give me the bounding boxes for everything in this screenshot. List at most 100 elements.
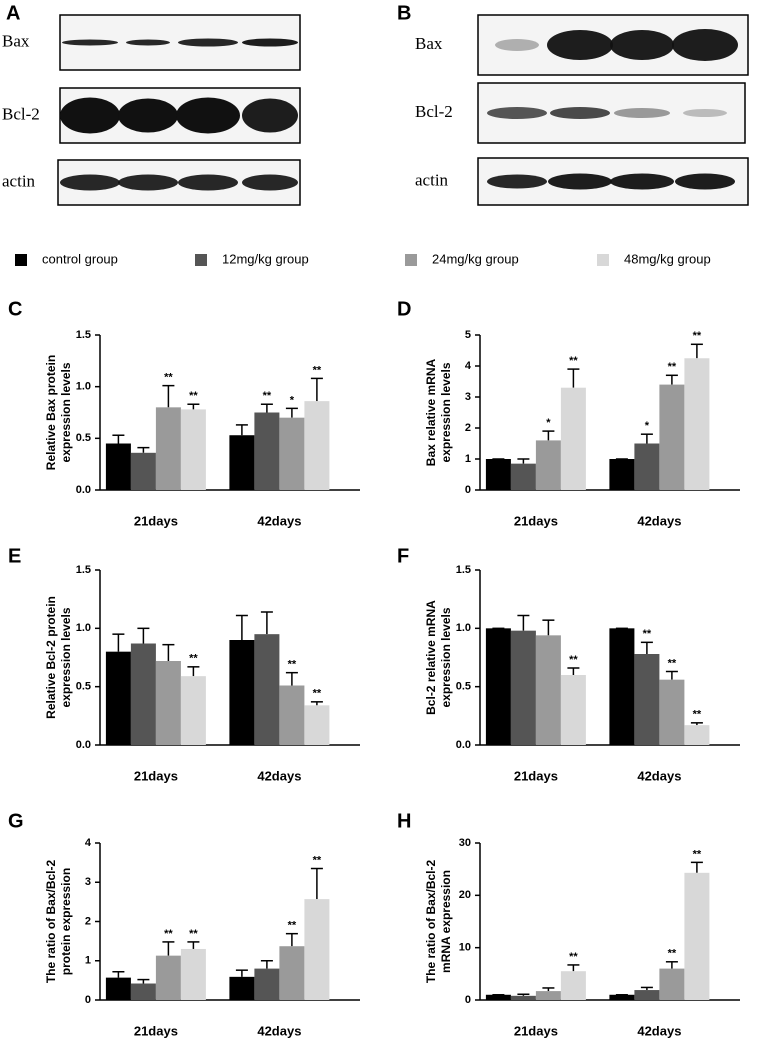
significance: ** (693, 330, 702, 342)
blot-band (118, 174, 178, 191)
panel-label: F (397, 545, 409, 567)
significance: ** (668, 657, 677, 669)
blot-band (547, 30, 613, 60)
bar (659, 384, 685, 490)
y-tick-label: 3 (465, 391, 471, 403)
bar (485, 994, 511, 1000)
legend-label: 24mg/kg group (432, 251, 519, 266)
bar (634, 443, 660, 490)
bar (279, 417, 305, 490)
blot-band (683, 109, 727, 117)
y-tick-label: 1.5 (76, 564, 91, 576)
y-axis-label-line: expression levels (439, 362, 453, 462)
y-tick-label: 30 (459, 837, 471, 849)
y-tick-label: 1.5 (456, 564, 471, 576)
x-tick-label: 42days (637, 1023, 681, 1038)
significance: ** (668, 361, 677, 373)
legend-swatch (15, 254, 27, 266)
y-axis-label-line: Bax relative mRNA (424, 358, 438, 466)
blot-band (176, 97, 240, 134)
y-tick-label: 10 (459, 942, 471, 954)
bar (155, 661, 181, 745)
bar (535, 440, 561, 490)
significance: ** (189, 390, 198, 402)
panel-label: H (397, 810, 411, 832)
bar (279, 685, 305, 745)
bar (684, 358, 710, 490)
significance: ** (288, 659, 297, 671)
blot-band (118, 98, 178, 133)
bar (535, 635, 561, 745)
significance: * (290, 394, 295, 406)
bar (659, 968, 685, 1000)
bar (510, 995, 536, 1000)
blot-label: Bcl-2 (2, 104, 40, 123)
bar (229, 976, 255, 1000)
significance: ** (313, 854, 322, 866)
y-tick-label: 3 (85, 876, 91, 888)
blot-band (487, 174, 547, 189)
x-tick-label: 21days (514, 768, 558, 783)
x-tick-label: 21days (514, 513, 558, 528)
blot-band (60, 174, 120, 191)
significance: ** (569, 654, 578, 666)
x-tick-label: 21days (134, 513, 178, 528)
significance: ** (643, 628, 652, 640)
blot-band (62, 39, 118, 46)
legend-swatch (597, 254, 609, 266)
bar (304, 401, 330, 490)
significance: * (546, 417, 551, 429)
significance: ** (288, 920, 297, 932)
significance: ** (189, 928, 198, 940)
y-tick-label: 0 (85, 994, 91, 1006)
bar (535, 991, 561, 1000)
blot-band (610, 30, 674, 60)
x-tick-label: 21days (134, 1023, 178, 1038)
y-axis-label-line: The ratio of Bax/Bcl-2 (44, 859, 58, 983)
y-axis-label: Relative Bax proteinexpression levels (44, 355, 73, 470)
y-axis-label-line: The ratio of Bax/Bcl-2 (424, 859, 438, 983)
y-tick-label: 0.5 (76, 432, 91, 444)
y-axis-label-line: Bcl-2 relative mRNA (424, 600, 438, 715)
y-tick-label: 0 (465, 484, 471, 496)
y-tick-label: 0.5 (456, 681, 471, 693)
y-tick-label: 4 (465, 360, 472, 372)
y-tick-label: 2 (85, 915, 91, 927)
significance: ** (263, 390, 272, 402)
bar (560, 675, 586, 745)
y-tick-label: 5 (465, 329, 471, 341)
y-tick-label: 0.0 (76, 739, 91, 751)
y-tick-label: 1.0 (76, 381, 91, 393)
bar (229, 435, 255, 490)
blot-label: Bax (415, 34, 443, 53)
x-tick-label: 21days (514, 1023, 558, 1038)
significance: ** (569, 355, 578, 367)
blot-label: Bax (2, 31, 30, 50)
bar (304, 899, 330, 1000)
panel-label: B (397, 2, 411, 24)
bar (130, 452, 156, 490)
bar (659, 679, 685, 745)
significance: ** (313, 364, 322, 376)
y-axis-label-line: protein expression (59, 868, 73, 975)
y-tick-label: 1.5 (76, 329, 91, 341)
blot-band (675, 173, 735, 190)
y-tick-label: 1.0 (456, 622, 471, 634)
y-axis-label-line: expression levels (59, 607, 73, 707)
x-tick-label: 42days (257, 768, 301, 783)
significance: ** (693, 848, 702, 860)
blot-band (495, 39, 539, 51)
bar (155, 407, 181, 490)
bar (130, 983, 156, 1000)
x-tick-label: 42days (637, 768, 681, 783)
x-tick-label: 21days (134, 768, 178, 783)
blot-band (242, 38, 298, 47)
blot-band (60, 97, 120, 134)
blot-label: actin (2, 171, 36, 190)
blot-band (242, 174, 298, 191)
bar (180, 948, 206, 1000)
bar (229, 640, 255, 745)
significance: ** (189, 653, 198, 665)
blot-label: actin (415, 170, 449, 189)
